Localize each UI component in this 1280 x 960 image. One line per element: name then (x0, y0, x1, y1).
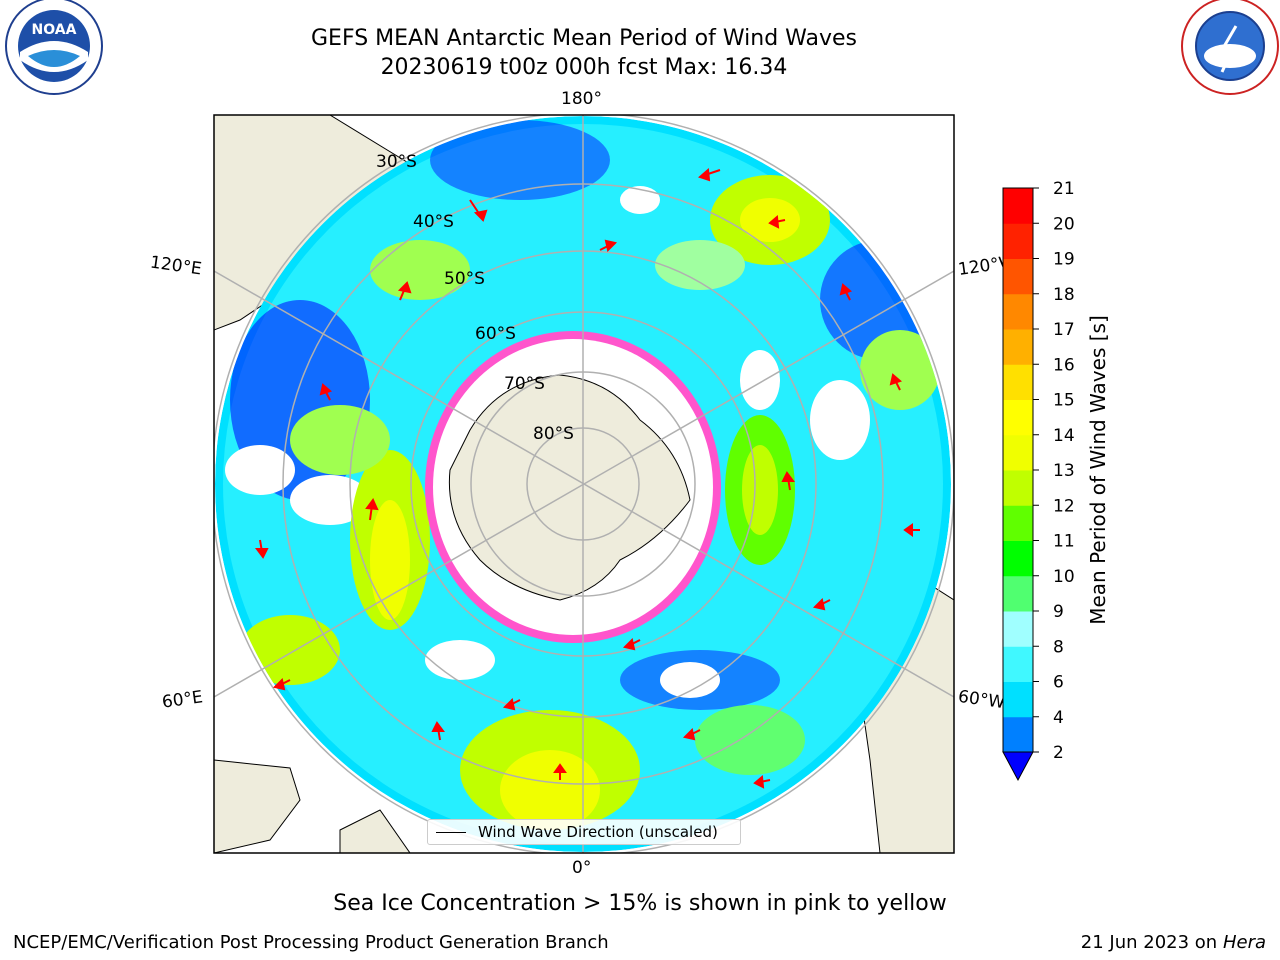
date-text: 21 Jun 2023 on (1080, 932, 1218, 953)
host-text: Hera (1222, 932, 1266, 953)
lat-label-80s: 80°S (533, 424, 574, 444)
national-weather-service-logo (1181, 0, 1279, 95)
ice-note: Sea Ice Concentration > 15% is shown in … (333, 891, 947, 916)
lon-label-0: 0° (572, 858, 592, 878)
map-frame (213, 114, 955, 854)
map-legend: Wind Wave Direction (unscaled) (427, 819, 741, 845)
map-subtitle: 20230619 t00z 000h fcst Max: 16.34 (380, 55, 788, 80)
lat-label-30s: 30°S (376, 152, 417, 172)
noaa-logo: NOAA (5, 0, 103, 95)
colorbar-title: Mean Period of Wind Waves [s] (1086, 315, 1110, 625)
lat-label-40s: 40°S (413, 212, 454, 232)
legend-label: Wind Wave Direction (unscaled) (478, 823, 718, 841)
credit-line: NCEP/EMC/Verification Post Processing Pr… (13, 932, 609, 953)
lat-label-70s: 70°S (504, 374, 545, 394)
map-area (214, 115, 954, 853)
svg-text:NOAA: NOAA (32, 22, 77, 38)
lat-label-50s: 50°S (444, 269, 485, 289)
legend-line-swatch (436, 832, 466, 833)
map-title: GEFS MEAN Antarctic Mean Period of Wind … (311, 26, 857, 51)
lon-label-180: 180° (561, 89, 602, 109)
date-host: 21 Jun 2023 on Hera (1081, 932, 1266, 953)
lat-label-60s: 60°S (475, 324, 516, 344)
